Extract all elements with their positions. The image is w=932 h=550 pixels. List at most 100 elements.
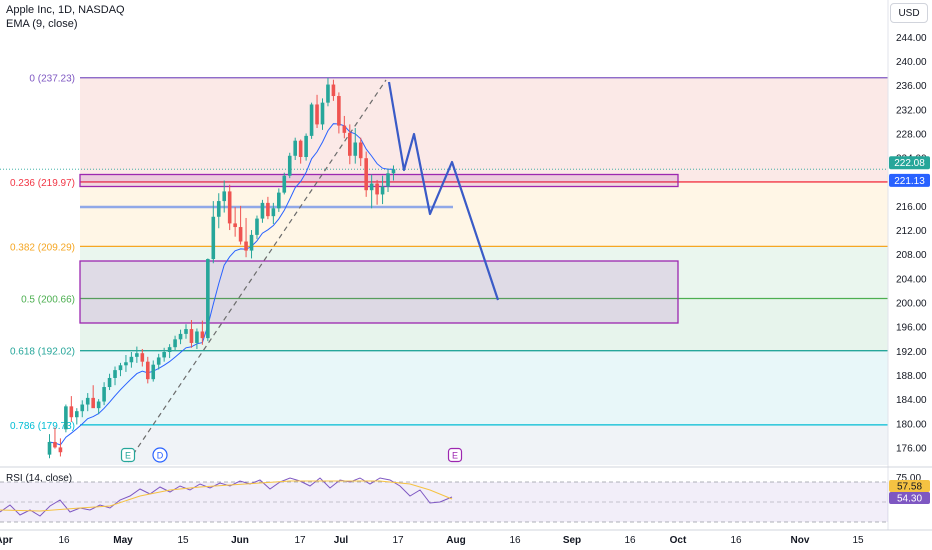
price-tick-label: 196.00 [896,323,927,334]
candle-body [102,387,106,402]
dividend-marker[interactable]: D [152,447,168,463]
candle [140,348,145,367]
projection-pattern [387,81,500,301]
candle [293,137,297,161]
candle-body [342,125,347,133]
price-badge [889,156,930,170]
candle-body [391,169,396,174]
candle-body [58,447,63,453]
time-tick-label: Apr [0,535,13,546]
candle [342,115,347,139]
price-tick-label: 176.00 [896,443,927,454]
candle-body [287,155,292,176]
candle-body [380,186,385,195]
candle [64,404,68,433]
candle-body [326,84,330,103]
candle [211,201,216,264]
price-tick-label: 208.00 [896,250,927,261]
candle [337,92,341,134]
fib-level-label: 0.236 (219.97) [10,178,75,189]
candle-body [156,357,161,365]
candle [162,347,166,362]
time-tick-label: Jul [334,535,349,546]
event-letter: E [125,451,131,461]
earnings-marker[interactable]: E [120,447,136,463]
time-tick-label: Jun [231,535,249,546]
candle-body [135,353,139,357]
candle-body [216,201,221,217]
price-axis-bg [888,0,932,550]
candle-body [320,102,325,125]
price-tick-label: 228.00 [896,129,927,140]
price-tick-label: 232.00 [896,105,927,116]
candle-body [184,329,188,334]
fib-level-label: 0.786 (179.73) [10,421,75,432]
candle-body [189,329,194,343]
candle-body [151,364,156,380]
candle [118,362,123,377]
candle [85,393,90,412]
candle [260,199,265,223]
candle-body [47,441,52,455]
candle-body [211,216,216,260]
rsi-title: RSI (14, close) [6,473,72,484]
candle [266,196,270,220]
candle-body [227,191,232,224]
candle [227,184,232,231]
candle-body [331,84,336,97]
ema-indicator-label[interactable]: EMA (9, close) [6,18,78,30]
candle-body [91,397,95,409]
candle [298,139,303,164]
candle [353,128,358,164]
candle [129,352,134,368]
time-tick-label: Sep [563,535,581,546]
candle-body [140,353,145,362]
candle [348,124,352,165]
candle [184,324,188,339]
candle-body [53,441,57,448]
dashed-trendline [127,79,387,463]
time-tick-label: 17 [294,535,306,546]
candle [135,346,139,363]
candle-body [293,140,297,156]
candle [96,399,101,415]
candle [375,179,379,205]
candle-body [233,223,237,228]
symbol-title[interactable]: Apple Inc, 1D, NASDAQ [6,4,125,16]
ema-line [49,123,394,446]
candle [304,133,308,161]
price-tick-label: 188.00 [896,371,927,382]
candle-body [195,331,199,343]
time-tick-label: Nov [791,535,810,546]
candle-body [348,132,352,156]
candle [331,79,336,101]
candle [386,168,390,193]
candle [47,434,52,459]
price-tick-label: 192.00 [896,347,927,358]
candle [124,355,128,372]
fib-zone-fill [80,181,888,247]
price-badge [889,173,930,187]
candle [369,174,374,209]
candle [156,353,161,370]
candle [206,258,210,342]
candle-body [80,404,85,412]
candle-body [369,183,374,191]
earnings-marker[interactable]: E [447,447,463,463]
candle [189,320,194,348]
time-tick-label: Oct [670,535,687,546]
event-badge [152,447,168,463]
rsi-badge [889,480,930,492]
time-tick-label: May [113,535,133,546]
candle-body [129,356,134,363]
candle-body [304,135,308,157]
candle [75,408,79,425]
time-tick-label: 16 [509,535,521,546]
candle-body [206,259,210,339]
candle [238,205,243,245]
currency-button[interactable]: USD [890,3,928,23]
candle [200,320,205,345]
resistance-box [79,173,679,188]
candle [216,193,221,229]
